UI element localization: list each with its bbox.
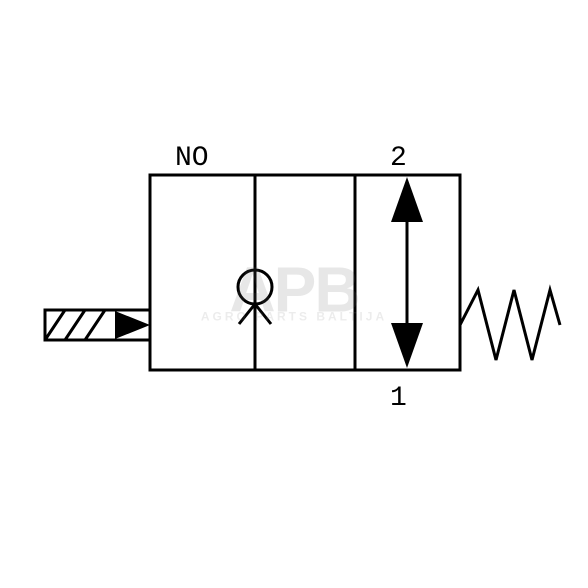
label-port-1: 1 (390, 383, 407, 414)
valve-schematic: NO 2 1 (0, 0, 588, 588)
spring-return-icon (460, 290, 560, 360)
solenoid-hatch (45, 310, 105, 340)
label-no: NO (175, 143, 209, 174)
flow-arrow-down-icon (391, 323, 423, 368)
flow-arrow-up-icon (391, 177, 423, 222)
label-port-2: 2 (390, 143, 407, 174)
solenoid-arrow-icon (115, 311, 150, 339)
